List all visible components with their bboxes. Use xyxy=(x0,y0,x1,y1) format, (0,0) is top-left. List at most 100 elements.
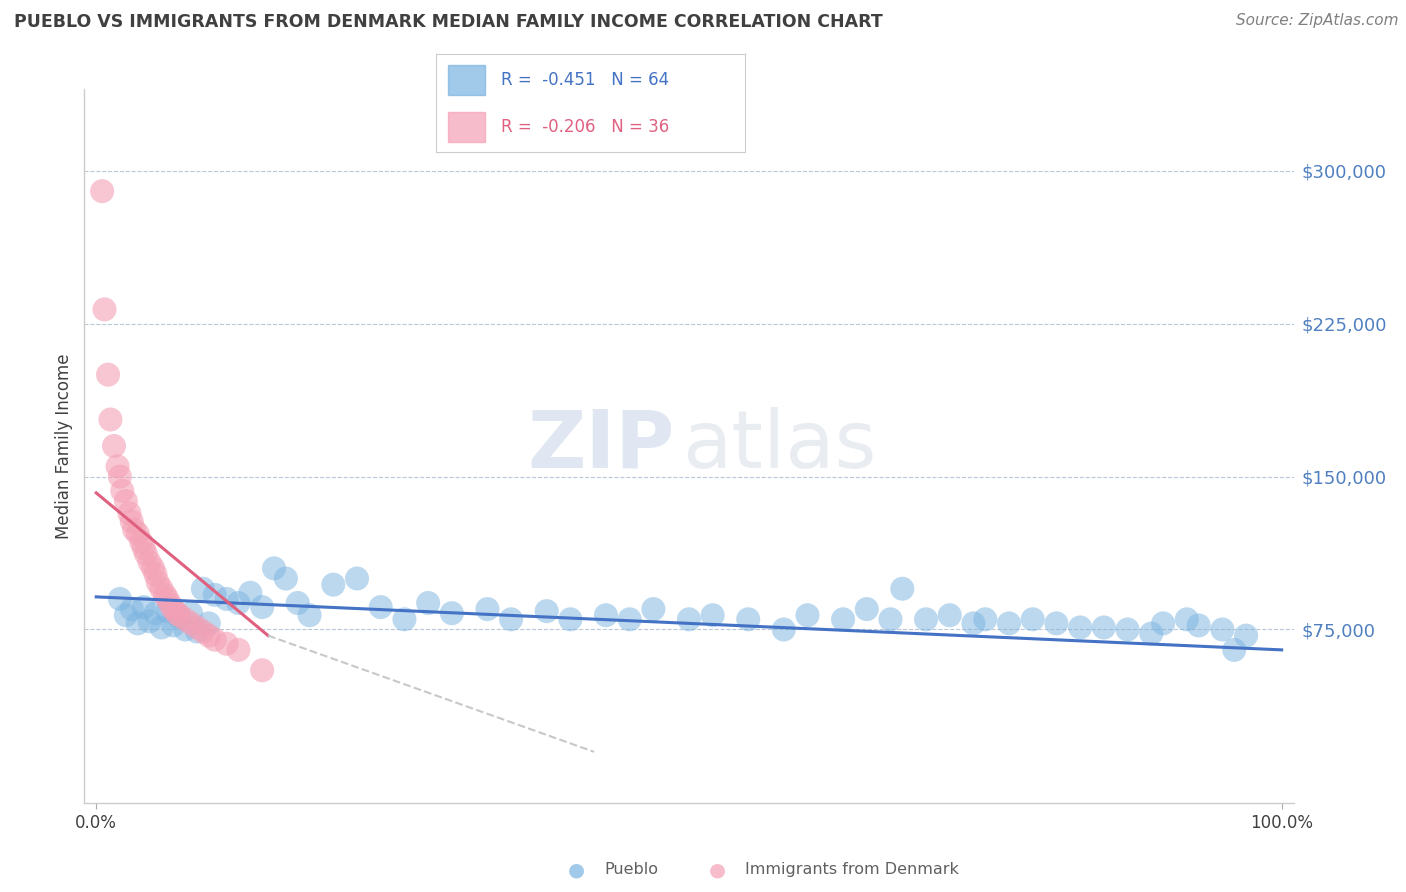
Text: Immigrants from Denmark: Immigrants from Denmark xyxy=(745,863,959,877)
Point xyxy=(204,588,226,602)
Point xyxy=(166,606,188,620)
Point xyxy=(153,588,176,602)
Point xyxy=(250,663,273,677)
Point xyxy=(1116,623,1139,637)
Point xyxy=(346,572,368,586)
Point xyxy=(156,604,179,618)
Text: R =  -0.206   N = 36: R = -0.206 N = 36 xyxy=(501,118,669,136)
Point xyxy=(97,368,120,382)
Point xyxy=(322,577,344,591)
Point xyxy=(174,612,197,626)
Point xyxy=(1175,612,1198,626)
Point xyxy=(998,616,1021,631)
Point xyxy=(1045,616,1067,631)
Point xyxy=(204,632,226,647)
Point xyxy=(796,608,818,623)
Point xyxy=(879,612,901,626)
Point xyxy=(678,612,700,626)
Point xyxy=(560,612,582,626)
Point xyxy=(1188,618,1211,632)
Text: R =  -0.451   N = 64: R = -0.451 N = 64 xyxy=(501,71,669,89)
Point xyxy=(121,515,143,529)
Point xyxy=(162,602,184,616)
Point xyxy=(118,506,141,520)
Point xyxy=(91,184,114,198)
Point xyxy=(643,602,665,616)
Point xyxy=(287,596,309,610)
Point xyxy=(111,483,134,498)
Point xyxy=(191,624,214,639)
Point xyxy=(160,598,183,612)
Point xyxy=(145,606,167,620)
Point xyxy=(1211,623,1233,637)
Point xyxy=(239,586,262,600)
Point xyxy=(1092,620,1115,634)
Text: Pueblo: Pueblo xyxy=(605,863,658,877)
Point xyxy=(174,623,197,637)
Point xyxy=(138,555,160,569)
Point xyxy=(1234,629,1257,643)
Point xyxy=(186,624,208,639)
Point xyxy=(198,629,221,643)
Point xyxy=(180,616,202,631)
Point xyxy=(138,615,160,629)
Text: PUEBLO VS IMMIGRANTS FROM DENMARK MEDIAN FAMILY INCOME CORRELATION CHART: PUEBLO VS IMMIGRANTS FROM DENMARK MEDIAN… xyxy=(14,13,883,31)
Point xyxy=(440,606,463,620)
Point xyxy=(772,623,794,637)
Point xyxy=(298,608,321,623)
Point xyxy=(121,602,143,616)
Point xyxy=(1069,620,1091,634)
Point xyxy=(501,612,523,626)
Point xyxy=(167,610,190,624)
Point xyxy=(93,302,115,317)
Point xyxy=(1152,616,1174,631)
Point xyxy=(132,541,155,555)
Point xyxy=(135,547,157,561)
Point xyxy=(962,616,984,631)
Point xyxy=(115,494,138,508)
Point xyxy=(146,575,169,590)
Text: ●: ● xyxy=(709,860,725,880)
Point xyxy=(619,612,641,626)
Point xyxy=(855,602,877,616)
Point xyxy=(1140,626,1163,640)
Y-axis label: Median Family Income: Median Family Income xyxy=(55,353,73,539)
Point xyxy=(228,643,250,657)
Point xyxy=(198,616,221,631)
Point xyxy=(215,637,238,651)
Point xyxy=(115,608,138,623)
Point xyxy=(938,608,960,623)
Text: Source: ZipAtlas.com: Source: ZipAtlas.com xyxy=(1236,13,1399,29)
Text: ZIP: ZIP xyxy=(527,407,675,485)
Point xyxy=(832,612,855,626)
Point xyxy=(191,582,214,596)
Point xyxy=(974,612,997,626)
Point xyxy=(915,612,938,626)
Point xyxy=(394,612,416,626)
Point xyxy=(129,534,152,549)
Point xyxy=(167,608,190,623)
Point xyxy=(150,582,173,596)
Point xyxy=(702,608,724,623)
Point xyxy=(263,561,285,575)
Point xyxy=(108,469,131,483)
Point xyxy=(150,620,173,634)
Point xyxy=(186,620,208,634)
Point xyxy=(162,618,184,632)
Point xyxy=(107,459,129,474)
Point xyxy=(418,596,440,610)
Point xyxy=(536,604,558,618)
Text: ●: ● xyxy=(568,860,585,880)
Point xyxy=(100,412,122,426)
Point xyxy=(1223,643,1246,657)
Point xyxy=(108,591,131,606)
Point xyxy=(180,606,202,620)
Point xyxy=(127,616,149,631)
Point xyxy=(477,602,499,616)
Point xyxy=(122,523,145,537)
Point xyxy=(132,600,155,615)
Bar xyxy=(449,65,485,95)
Point xyxy=(156,591,179,606)
Bar xyxy=(449,112,485,142)
Point xyxy=(1022,612,1045,626)
